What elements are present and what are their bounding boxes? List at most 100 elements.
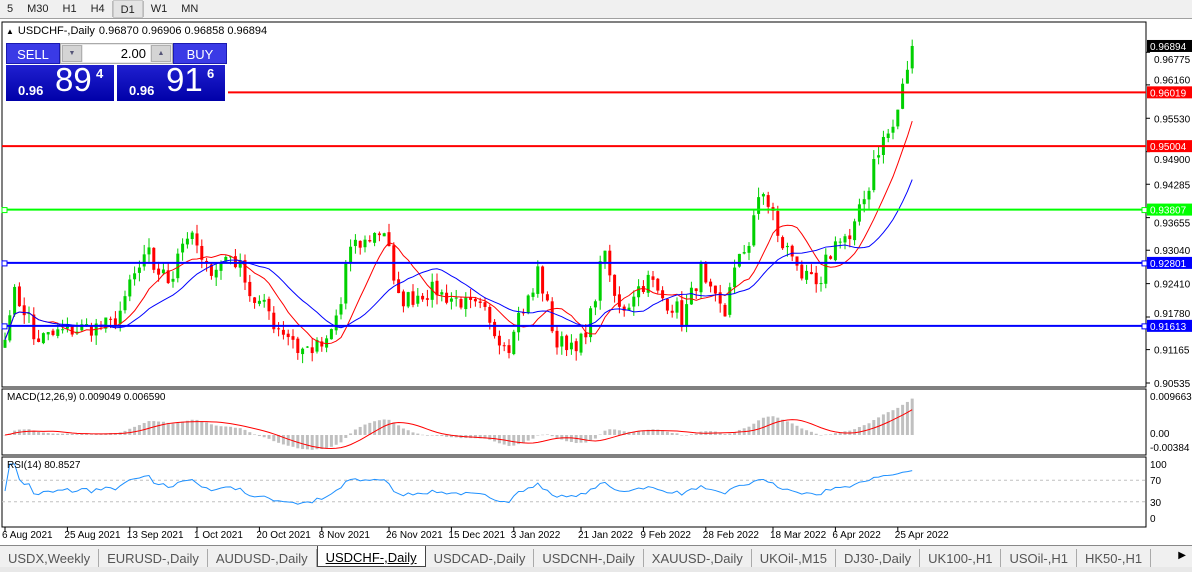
candle-body <box>805 270 809 280</box>
candle <box>469 289 473 309</box>
candle <box>867 187 871 209</box>
macd-bar <box>349 433 353 435</box>
macd-bar <box>70 433 74 435</box>
macd-bar <box>301 435 305 450</box>
macd-bar <box>440 435 444 437</box>
candle-body <box>857 204 861 222</box>
chart-tab[interactable]: USOil-,H1 <box>1001 549 1077 570</box>
candle <box>483 297 487 311</box>
candle-body <box>161 269 165 274</box>
chart-tab[interactable]: DJ30-,Daily <box>836 549 921 570</box>
level-price-label: 0.93807 <box>1150 206 1187 217</box>
candle <box>214 263 218 286</box>
macd-bar <box>214 425 218 435</box>
date-tick-label: 6 Aug 2021 <box>2 530 53 541</box>
macd-bar <box>445 435 449 437</box>
candle-body <box>675 301 679 313</box>
candle-body <box>272 312 276 330</box>
rsi-panel-frame <box>1 456 1147 528</box>
candle-body <box>795 256 799 266</box>
timeframe-w1[interactable]: W1 <box>150 3 168 15</box>
date-tick-label: 3 Jan 2022 <box>511 530 561 541</box>
candle-body <box>382 233 386 237</box>
macd-bar <box>805 430 809 435</box>
candle-body <box>877 155 881 158</box>
candle <box>886 128 890 143</box>
candle-body <box>689 287 693 305</box>
level-price-label-bg <box>1147 140 1192 153</box>
candle <box>281 321 285 340</box>
date-tick-label: 8 Nov 2021 <box>319 530 371 541</box>
sell-button[interactable]: SELL <box>6 43 60 64</box>
chart-tab[interactable]: EURUSD-,Daily <box>99 549 208 570</box>
chart-tab[interactable]: UK100-,H1 <box>920 549 1002 570</box>
timeframe-5[interactable]: 5 <box>7 3 14 15</box>
macd-bar <box>478 435 482 439</box>
lot-size-input[interactable]: 2.00 <box>83 45 150 62</box>
sell-price[interactable]: 0.96 89 4 <box>6 61 114 101</box>
macd-bar <box>574 435 578 444</box>
candle-body <box>368 240 372 242</box>
macd-bar <box>262 435 266 438</box>
candle-body <box>781 237 785 249</box>
candle-body <box>257 300 261 304</box>
macd-bar <box>353 429 357 435</box>
candle <box>709 278 713 293</box>
chart-tab[interactable]: USDCHF-,Daily <box>316 546 426 567</box>
candle-body <box>185 238 189 245</box>
candle-body <box>488 306 492 323</box>
macd-bar <box>200 421 204 435</box>
candle <box>368 235 372 243</box>
price-tick-label: 0.93655 <box>1154 219 1191 230</box>
candle-body <box>286 333 290 338</box>
chart-tab[interactable]: USDCAD-,Daily <box>426 549 535 570</box>
chart-tab[interactable]: UKOil-,M15 <box>752 549 836 570</box>
chart-tab[interactable]: XAUUSD-,Daily <box>644 549 752 570</box>
macd-bar <box>757 420 761 435</box>
candle <box>296 336 300 360</box>
timeframe-d1[interactable]: D1 <box>112 0 143 18</box>
candle <box>853 218 857 246</box>
candle-body <box>694 288 698 292</box>
candle <box>349 239 353 272</box>
candle-body <box>622 306 626 311</box>
candle <box>550 297 554 334</box>
chart-tab[interactable]: USDCNH-,Daily <box>534 549 644 570</box>
candle <box>752 209 756 247</box>
timeframe-m30[interactable]: M30 <box>27 3 49 15</box>
date-tick-label: 9 Feb 2022 <box>640 530 691 541</box>
level-price-label: 0.92801 <box>1150 259 1187 270</box>
decrease-lot-icon[interactable]: ▼ <box>62 45 82 62</box>
increase-lot-icon[interactable]: ▲ <box>151 45 171 62</box>
candle-body <box>800 264 804 279</box>
timeframe-h4[interactable]: H4 <box>90 3 105 15</box>
chart-tab[interactable]: HK50-,H1 <box>1077 549 1152 570</box>
scroll-right-icon[interactable]: ▶ <box>1178 550 1186 561</box>
buy-button[interactable]: BUY <box>173 43 227 64</box>
chart-tab[interactable]: AUDUSD-,Daily <box>208 549 317 570</box>
candle-body <box>305 346 309 348</box>
candle <box>128 274 132 302</box>
candle <box>517 306 521 341</box>
timeframe-h1[interactable]: H1 <box>62 3 77 15</box>
macd-bar <box>536 435 540 436</box>
candle <box>646 270 650 297</box>
candle-body <box>493 321 497 337</box>
macd-bar <box>733 431 737 435</box>
candle <box>838 238 842 249</box>
price-tick-label: 0.91780 <box>1154 309 1191 320</box>
macd-bar <box>665 431 669 435</box>
candle <box>13 284 17 317</box>
collapse-triangle-icon[interactable]: ▲ <box>6 27 14 36</box>
chart-tab[interactable]: USDX,Weekly <box>0 549 100 570</box>
buy-price[interactable]: 0.96 91 6 <box>117 61 225 101</box>
candle-body <box>747 245 751 253</box>
candle <box>315 337 319 354</box>
rsi-tick-label: 100 <box>1150 460 1167 471</box>
timeframe-mn[interactable]: MN <box>181 3 199 15</box>
candle <box>656 277 660 294</box>
date-tick-label: 18 Mar 2022 <box>770 530 827 541</box>
candle-body <box>320 341 324 347</box>
macd-bar <box>329 435 333 447</box>
macd-bar <box>401 428 405 435</box>
